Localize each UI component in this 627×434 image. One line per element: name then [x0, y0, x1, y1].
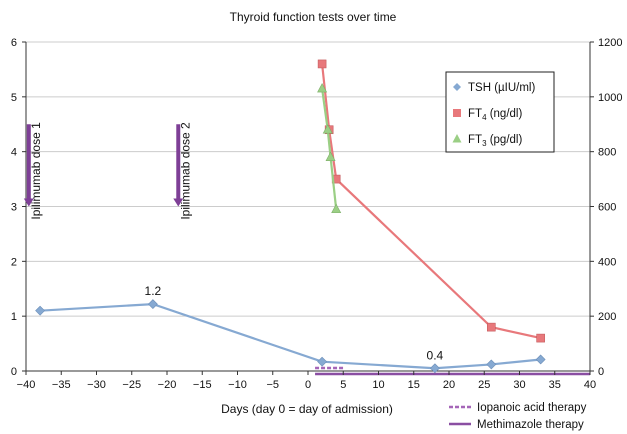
legend-marker-0 [453, 83, 461, 91]
legend: TSH (µIU/ml) FT4 (ng/dl) FT3 (pg/dl) [445, 71, 555, 153]
x-tick-label-8: 0 [305, 379, 311, 391]
dose-label-1: Ipilimumab dose 2 [178, 122, 192, 220]
annotation-0: 1.2 [145, 284, 162, 298]
x-axis-label: Days (day 0 = day of admission) [221, 402, 393, 416]
x-tick-label-4: −20 [158, 379, 177, 391]
x-tick-label-7: −5 [266, 379, 279, 391]
y-right-tick-label-3: 600 [598, 202, 616, 214]
x-tick-label-14: 30 [513, 379, 525, 391]
series-0-point-5 [535, 354, 546, 365]
y-left-tick-label-3: 3 [11, 202, 17, 214]
dose-arrows: Ipilimumab dose 1 Ipilimumab dose 2 [23, 122, 192, 220]
x-tick-label-15: 35 [549, 379, 561, 391]
series-1-point-3 [486, 322, 496, 332]
y-right-tick-label-5: 1000 [598, 92, 622, 104]
series-2-point-2 [325, 151, 336, 161]
series-0-point-2 [317, 356, 328, 367]
series-0-point-3 [429, 363, 440, 374]
dose-arrow-head-1 [173, 198, 184, 207]
x-tick-label-10: 10 [372, 379, 384, 391]
series-2-line [321, 88, 338, 210]
y-left-tick-label-1: 1 [11, 311, 17, 323]
x-tick-label-2: −30 [87, 379, 106, 391]
therapy-legend-label-1: Methimazole therapy [477, 419, 584, 431]
y-left-tick-label-5: 5 [11, 92, 17, 104]
dose-arrow-head-0 [23, 198, 34, 207]
x-tick-label-0: −40 [17, 379, 36, 391]
therapy-bars [315, 366, 590, 376]
y-right-tick-label-0: 0 [598, 366, 604, 378]
series-1-point-4 [536, 333, 545, 343]
y-left-tick-label-6: 6 [11, 37, 17, 49]
legend-label-2: FT3 (pg/dl) [468, 134, 522, 148]
x-tick-label-5: −15 [193, 379, 212, 391]
grid-lines [26, 41, 590, 317]
series-2-point-0 [317, 82, 328, 93]
y-right-tick-label-1: 200 [598, 311, 616, 323]
x-tick-label-11: 15 [408, 379, 420, 391]
y-left-tick-label-0: 0 [11, 366, 17, 378]
y-right-tick-label-4: 800 [598, 147, 616, 159]
y-right-tick-label-2: 400 [598, 256, 616, 268]
chart-title: Thyroid function tests over time [230, 10, 397, 24]
legend-marker-1 [453, 109, 461, 117]
y-right-tick-label-6: 1200 [598, 37, 622, 49]
therapy-legend: Iopanoic acid therapy Methimazole therapy [449, 402, 587, 431]
therapy-legend-label-0: Iopanoic acid therapy [477, 402, 587, 414]
annotations: 1.2 0.4 [145, 284, 444, 362]
legend-box [445, 71, 555, 153]
series-2-point-3 [331, 203, 342, 214]
x-tick-label-9: 5 [340, 379, 346, 391]
legend-label-0: TSH (µIU/ml) [468, 82, 535, 94]
x-tick-label-13: 25 [478, 379, 490, 391]
dose-label-0: Ipilimumab dose 1 [29, 122, 43, 220]
y-left-tick-label-4: 4 [11, 147, 17, 159]
x-tick-label-1: −35 [52, 379, 71, 391]
series-0-point-0 [35, 305, 46, 316]
annotation-1: 0.4 [427, 348, 444, 362]
x-tick-label-6: −10 [228, 379, 247, 391]
x-tick-label-3: −25 [122, 379, 141, 391]
x-tick-label-16: 40 [584, 379, 596, 391]
legend-marker-2 [452, 134, 462, 143]
legend-label-1: FT4 (ng/dl) [468, 108, 522, 122]
series-0-point-1 [147, 299, 158, 310]
series-0-line [40, 302, 541, 370]
series-0-point-4 [486, 359, 497, 370]
series-1-point-0 [317, 59, 327, 69]
data-series [35, 59, 546, 374]
x-tick-label-12: 20 [443, 379, 455, 391]
y-left-tick-label-2: 2 [11, 256, 17, 268]
series-2-point-1 [322, 124, 333, 134]
